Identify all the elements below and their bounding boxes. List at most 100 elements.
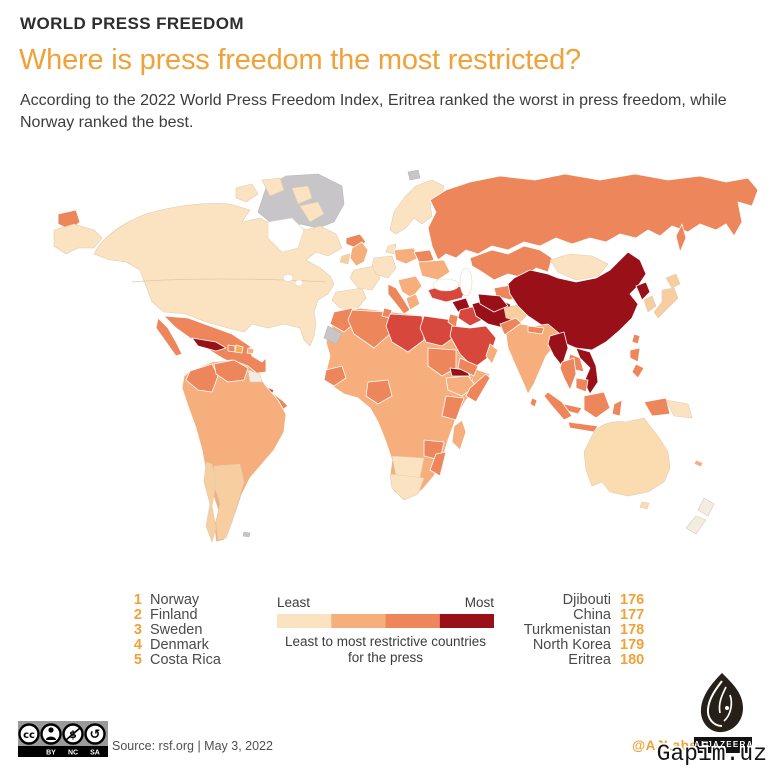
rank-number: 5: [133, 652, 142, 668]
region-oman: [485, 343, 499, 365]
license-label-by: BY: [46, 750, 56, 757]
rank-number: 179: [620, 637, 645, 653]
legend-swatch-2: [331, 614, 386, 628]
license-label-nc: NC: [68, 750, 78, 757]
rank-number: 1: [133, 592, 142, 608]
region-sudan: [427, 347, 457, 377]
region-south-korea: [643, 295, 657, 313]
region-new-zealand-south: [685, 515, 707, 535]
great-lake-1: [282, 274, 294, 282]
rank-number: 180: [620, 652, 645, 668]
region-new-zealand-north: [697, 497, 715, 517]
region-greece: [405, 293, 421, 311]
region-taiwan: [631, 333, 641, 345]
legend-max-label: Most: [464, 595, 494, 610]
region-mozambique: [429, 451, 447, 477]
region-south-africa: [389, 473, 425, 501]
rank-number: 4: [133, 637, 142, 653]
region-nigeria: [365, 379, 393, 405]
aljazeera-logo-icon: [700, 673, 743, 733]
region-caribbean: [246, 347, 255, 355]
hudson-bay: [267, 217, 305, 253]
country-name: China: [573, 607, 611, 623]
region-sulawesi: [611, 399, 623, 417]
svg-text:↺: ↺: [90, 728, 101, 743]
list-item: 5 Costa Rica: [126, 653, 221, 668]
great-lake-2: [294, 279, 304, 287]
list-item: North Korea 179: [468, 638, 650, 653]
region-arctic-island-3: [291, 185, 313, 205]
region-iberia: [331, 287, 367, 311]
list-item: Eritrea 180: [468, 653, 650, 668]
region-turkmenistan: [477, 293, 509, 313]
region-kenya-tanzania: [441, 395, 465, 421]
svg-text:cc: cc: [23, 730, 35, 741]
region-svalbard: [407, 169, 421, 181]
by-person-icon: [40, 723, 62, 745]
rank-number: 178: [620, 622, 645, 638]
region-central-europe: [371, 255, 397, 279]
list-item: 1 Norway: [126, 593, 221, 608]
region-chile: [203, 461, 217, 543]
subtitle: According to the 2022 World Press Freedo…: [20, 92, 727, 131]
region-hokkaido: [665, 273, 681, 289]
region-baffin: [299, 201, 325, 223]
cc-license-badge: cc $ ↺ BY NC SA: [18, 721, 108, 757]
region-haiti: [227, 344, 236, 353]
region-russia: [427, 173, 759, 261]
country-name: Sweden: [150, 622, 203, 638]
sa-icon: ↺: [84, 723, 106, 745]
legend-labels: Least Most: [277, 595, 494, 610]
region-tasmania: [639, 501, 650, 510]
country-name: Denmark: [150, 637, 209, 653]
region-denmark: [385, 243, 397, 255]
region-ukraine: [417, 259, 451, 281]
black-sea: [432, 278, 460, 292]
rank-number: 3: [133, 622, 142, 638]
region-colombia: [185, 363, 219, 393]
region-png: [665, 399, 693, 419]
list-item: 4 Denmark: [126, 638, 221, 653]
country-name: Eritrea: [568, 652, 611, 668]
region-arctic-island-1: [235, 183, 259, 203]
region-north-korea: [635, 281, 651, 301]
region-libya: [385, 313, 425, 353]
list-item: China 177: [468, 608, 650, 623]
region-senegal-guinea: [323, 365, 347, 387]
region-morocco: [329, 307, 357, 333]
region-nepal: [527, 325, 545, 335]
legend-swatch-4: [439, 614, 494, 628]
legend-swatch-3: [385, 614, 440, 628]
list-item: 3 Sweden: [126, 623, 221, 638]
region-yemen: [457, 357, 479, 377]
country-name: North Korea: [532, 637, 611, 653]
region-philippines-1: [629, 347, 641, 363]
region-uk: [349, 241, 369, 267]
region-baja: [155, 317, 183, 357]
region-west-papua: [643, 397, 671, 417]
region-sakhalin: [675, 223, 687, 253]
country-name: Norway: [150, 592, 200, 608]
region-guyanas: [247, 369, 263, 383]
caspian-sea: [459, 267, 473, 297]
aljazeera-wordmark: ALJAZEERA: [694, 737, 752, 753]
source-line: Source: rsf.org | May 3, 2022: [112, 739, 273, 753]
world-map: [0, 166, 770, 584]
region-balkans: [397, 275, 423, 299]
region-somalia: [465, 373, 491, 403]
legend-swatch-1: [277, 614, 332, 628]
country-name: Turkmenistan: [523, 622, 611, 638]
legend-min-label: Least: [277, 595, 311, 610]
region-western-sahara: [323, 325, 343, 345]
region-mongolia: [549, 253, 609, 281]
region-arctic-island-2: [261, 177, 285, 197]
worst-ranked-list: Djibouti 176 China 177 Turkmenistan 178 Nor…: [468, 593, 650, 668]
legend-caption: Least to most restrictive countries for …: [284, 634, 487, 666]
rank-number: 177: [620, 607, 645, 623]
region-philippines-2: [631, 363, 645, 379]
cc-icon: cc: [18, 723, 40, 745]
license-label-sa: SA: [90, 750, 100, 757]
region-poland-baltics: [393, 247, 419, 265]
kicker: WORLD PRESS FREEDOM: [20, 14, 244, 33]
